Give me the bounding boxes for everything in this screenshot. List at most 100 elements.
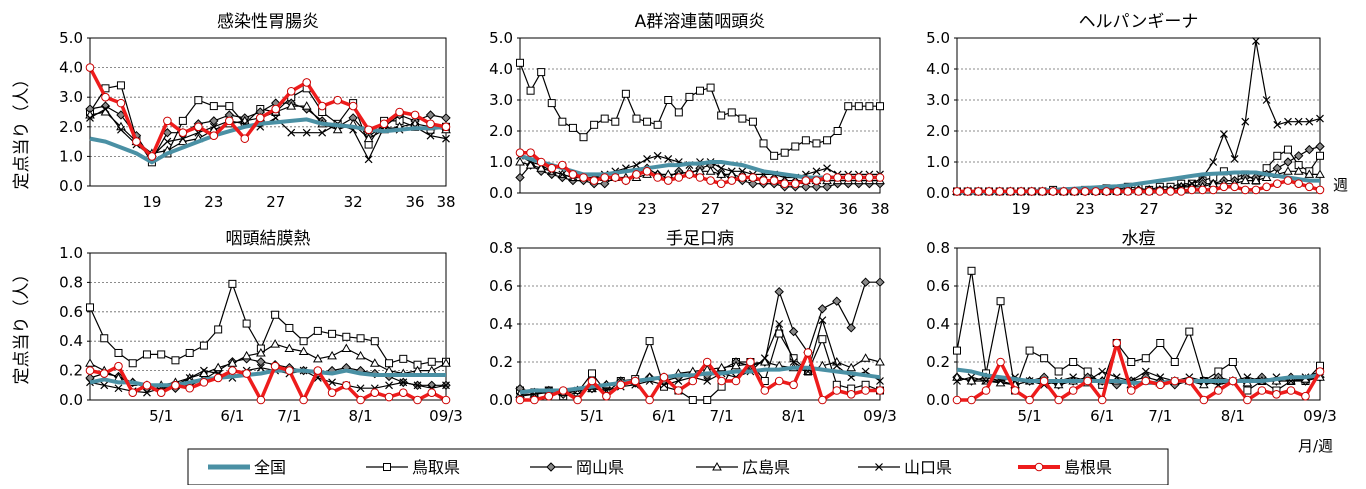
data-point (1185, 327, 1194, 336)
y-tick-label: 0.0 (926, 391, 950, 409)
data-point (1315, 141, 1325, 152)
chart-title: 感染性胃腸炎 (217, 12, 319, 32)
data-point (696, 86, 704, 95)
data-point (738, 173, 747, 182)
data-point (356, 334, 365, 343)
x-suffix-monthweek: 月/週 (1298, 437, 1333, 455)
data-point (774, 286, 784, 297)
data-point (536, 157, 546, 167)
data-point (185, 348, 194, 357)
data-point (1155, 380, 1165, 390)
data-point (442, 134, 450, 143)
data-point (599, 178, 610, 189)
data-point (995, 187, 1005, 196)
data-point (384, 365, 394, 375)
data-point (163, 137, 172, 146)
data-point (171, 381, 180, 390)
y-tick-label: 5.0 (489, 29, 513, 47)
data-point (770, 151, 779, 160)
data-point (1112, 187, 1122, 196)
data-point (285, 323, 294, 332)
data-point (759, 176, 768, 185)
data-point (156, 388, 166, 397)
x-tick-label: 8/1 (348, 407, 372, 425)
data-point (441, 113, 451, 123)
data-point (844, 102, 853, 111)
x-tick-label: 36 (1278, 200, 1297, 218)
data-point (537, 68, 546, 77)
data-point (1283, 166, 1293, 175)
data-point (209, 102, 218, 111)
data-point (1016, 187, 1026, 196)
data-point (600, 114, 609, 123)
data-point (526, 86, 535, 95)
series-line (89, 367, 447, 394)
x-tick-label: 38 (870, 200, 889, 218)
legend-label: 全国 (254, 458, 286, 477)
data-point (240, 134, 250, 143)
data-point (114, 384, 123, 393)
data-point (298, 346, 309, 355)
data-point (974, 187, 983, 196)
data-point (705, 166, 716, 175)
y-tick-label: 0.0 (489, 184, 513, 202)
data-point (822, 173, 832, 182)
x-tick-label: 19 (1012, 200, 1031, 218)
series-line (89, 117, 447, 165)
data-point (1025, 346, 1034, 355)
data-point (727, 108, 736, 117)
data-point (142, 381, 152, 390)
data-point (780, 179, 790, 188)
chart-panel: 0.0 0.2 0.4 0.6 0.8 1.0 5/1 6/1 7/1 8/1 09/3 咽頭結膜熱 (59, 229, 463, 425)
data-point (355, 350, 366, 360)
data-point (953, 346, 961, 355)
data-point (963, 187, 972, 196)
y-tick-label: 0.6 (489, 277, 513, 295)
series-全国 (89, 117, 447, 165)
data-point (685, 92, 694, 101)
x-tick-label: 09/3 (863, 407, 897, 425)
data-point (854, 173, 864, 182)
data-point (1316, 114, 1324, 123)
data-point (685, 170, 694, 179)
data-point (780, 148, 789, 157)
data-point (1039, 376, 1049, 386)
data-point (706, 176, 715, 185)
series-鳥取県 (516, 58, 884, 160)
data-point (811, 182, 822, 192)
data-point (318, 128, 327, 137)
y-axis-label-top: 定点当り（人） (12, 71, 32, 190)
y-tick-label: 4.0 (59, 59, 83, 77)
legend-marker (1034, 462, 1044, 472)
series-岡山県 (515, 277, 885, 400)
data-point (610, 173, 620, 182)
data-point (1141, 367, 1150, 376)
data-point (823, 136, 832, 145)
data-point (1198, 379, 1209, 389)
data-point (653, 120, 662, 129)
legend-label: 鳥取県 (412, 458, 460, 477)
data-point (674, 173, 684, 182)
data-point (116, 81, 125, 90)
chart-panel: 0.0 1.0 2.0 3.0 4.0 5.0 19 23 27 32 36 38 A群溶連菌咽頭炎 (489, 12, 889, 218)
x-tick-label: 27 (701, 200, 720, 218)
data-point (515, 172, 525, 183)
data-point (702, 357, 712, 367)
data-point (286, 101, 297, 110)
y-tick-label: 4.0 (489, 60, 513, 78)
data-point (748, 173, 758, 182)
data-point (803, 348, 813, 357)
data-point (1126, 386, 1136, 395)
data-point (1199, 395, 1209, 405)
data-point (1272, 179, 1282, 188)
chart-title: 水痘 (1122, 229, 1156, 249)
data-point (812, 139, 821, 148)
y-tick-label: 3.0 (926, 91, 950, 109)
data-point (1134, 187, 1143, 196)
data-point (860, 277, 871, 287)
data-point (1054, 395, 1063, 405)
data-point (812, 176, 821, 185)
data-point (996, 297, 1005, 306)
y-tick-label: 0.4 (59, 332, 83, 350)
y-tick-label: 5.0 (59, 29, 83, 47)
